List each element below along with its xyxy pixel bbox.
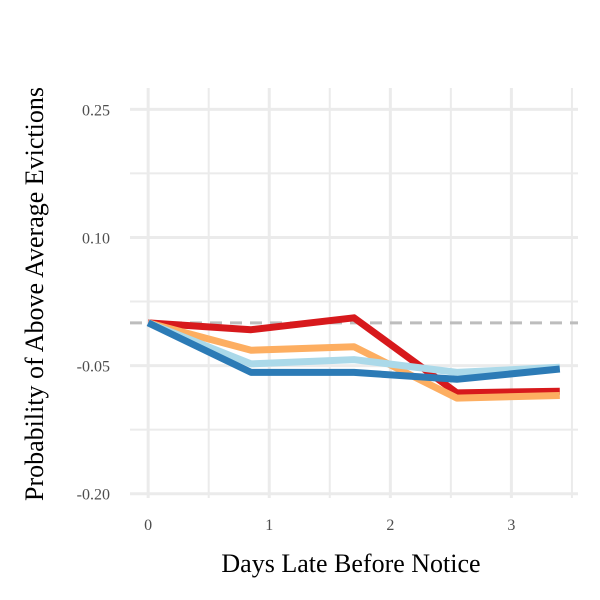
- y-tick-label: -0.20: [77, 487, 110, 504]
- y-tick-labels: -0.20 -0.05 0.10 0.25: [77, 102, 110, 503]
- series-line-3: [146, 319, 560, 376]
- series-lines: [146, 314, 561, 402]
- series-line-2: [147, 319, 560, 402]
- x-tick-label: 1: [265, 517, 273, 534]
- x-tick-label: 2: [386, 517, 394, 534]
- y-tick-label: -0.05: [77, 359, 110, 376]
- y-axis-title: Probability of Above Average Evictions: [20, 87, 49, 501]
- series-line-1: [147, 314, 560, 397]
- x-tick-labels: 0 1 2 3: [144, 517, 515, 534]
- grid: [130, 88, 578, 498]
- x-tick-label: 3: [507, 517, 515, 534]
- y-tick-label: 0.25: [82, 102, 110, 119]
- x-axis-title: Days Late Before Notice: [221, 549, 480, 578]
- y-tick-label: 0.10: [82, 230, 110, 247]
- x-tick-label: 0: [144, 517, 152, 534]
- series-line-4: [146, 319, 561, 383]
